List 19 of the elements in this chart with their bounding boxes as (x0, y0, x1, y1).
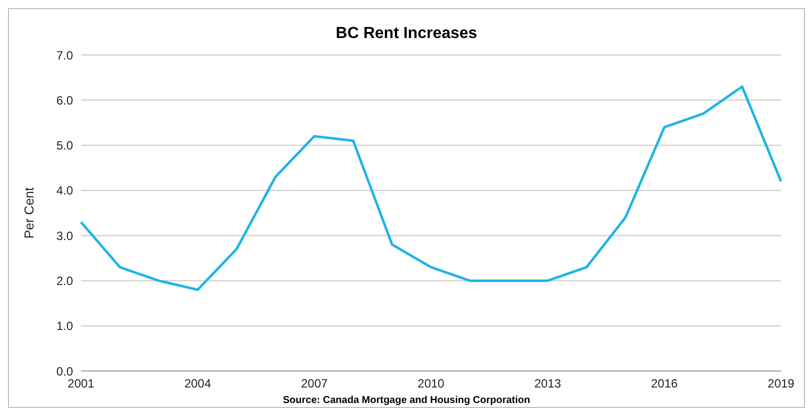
y-axis-title: Per Cent (22, 186, 37, 239)
x-tick-label: 2001 (68, 376, 95, 391)
y-tick-label: 7.0 (56, 48, 74, 62)
x-tick-label: 2007 (300, 376, 328, 391)
y-tick-label: 6.0 (56, 93, 74, 108)
source-note: Source: Canada Mortgage and Housing Corporation (282, 395, 532, 406)
y-tick-label: 5.0 (56, 138, 74, 153)
x-tick-label: 2016 (650, 376, 678, 391)
x-tick-label: 2004 (184, 376, 212, 391)
line-series (80, 85, 782, 291)
y-tick-label: 0.0 (56, 364, 74, 378)
y-tick-label: 1.0 (56, 319, 74, 334)
chart-title: BC Rent Increases (334, 25, 478, 44)
y-tick-label: 4.0 (56, 184, 74, 198)
y-tick-label: 2.0 (56, 274, 74, 288)
x-tick-label: 2019 (768, 376, 795, 391)
y-tick-label: 3.0 (56, 228, 74, 243)
x-tick-label: 2010 (418, 376, 445, 391)
x-tick-label: 2013 (534, 376, 562, 391)
